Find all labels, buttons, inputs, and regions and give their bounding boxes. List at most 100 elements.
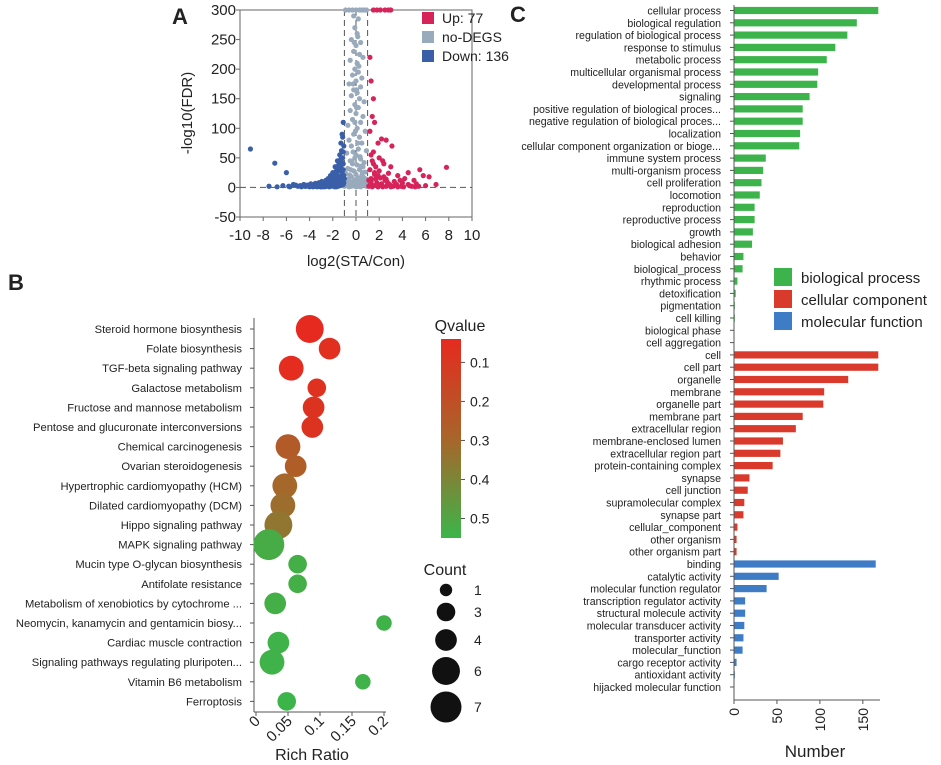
volcano-point-no-degs [361,99,367,105]
volcano-point-up [380,184,386,190]
pathway-labels: Steroid hormone biosynthesis Folate biosy… [16,324,254,708]
go-term-label: molecular_function [632,645,721,657]
go-term-bar [734,388,825,396]
go-term-label: signaling [679,92,721,104]
go-term-label: biological regulation [627,18,721,30]
pathway-label: Dilated cardiomyopathy (DCM) [89,500,242,512]
pathway-bubble [275,434,301,459]
pathway-label: Fructose and mannose metabolism [67,402,242,414]
go-term-label: cell killing [676,313,721,325]
volcano-point-no-degs [353,87,360,93]
volcano-point-down [341,143,347,149]
volcano-point-no-degs [358,184,364,190]
volcano-point-up [368,78,374,84]
count-legend-dot [439,583,453,597]
go-term-bar [734,474,750,482]
volcano-point-up [368,152,374,158]
pathway-bubble [302,396,325,419]
go-term-label: organelle part [656,399,721,411]
volcano-y-axis-title: -log10(FDR) [179,72,196,155]
go-term-label: other organism [650,534,721,546]
go-term-bar [734,19,857,27]
volcano-point-no-degs [353,110,359,117]
go-term-label: multicellular organismal process [570,67,721,79]
go-term-bar [734,511,744,519]
volcano-point-up [367,54,373,60]
qvalue-legend-title: Qvalue [435,318,486,335]
volcano-point-no-degs [361,159,367,166]
pathway-bubble [278,355,304,381]
go-term-label: synapse part [660,510,721,522]
pathway-label: Antifolate resistance [141,579,242,591]
volcano-x-tick-label: 2 [375,227,383,244]
go-term-bar [734,375,849,384]
go-term-label: biological_process [634,264,721,276]
go-term-label: cell [705,350,721,362]
go-term-bar [734,265,743,273]
go-term-bar [734,351,879,359]
volcano-point-down [338,148,345,154]
qvalue-tick-label: 0.5 [470,510,490,526]
volcano-x-tick-label: 8 [445,227,453,244]
volcano-point-up [367,128,373,134]
go-term-label: pigmentation [660,301,721,313]
qvalue-colorbar [441,339,461,538]
volcano-point-no-degs [352,155,358,161]
volcano-x-tick-label: -10 [229,227,251,244]
count-legend-dot [436,602,456,622]
volcano-point-down [266,183,272,189]
go-term-bar [734,449,781,457]
go-legend-swatch [774,268,792,286]
volcano-point-down [293,182,299,188]
volcano-point-down [302,183,308,189]
pathway-label: MAPK signaling pathway [118,540,242,552]
go-term-label: catalytic activity [647,571,721,583]
count-legend-label: 1 [474,582,482,598]
volcano-legend-swatch [422,12,434,24]
go-term-label: cell junction [666,485,721,497]
volcano-point-no-degs [345,122,351,128]
go-term-bar [734,179,762,187]
go-term-bar [734,523,738,531]
volcano-point-up [376,168,382,174]
volcano-point-no-degs [349,72,356,78]
go-term-label: molecular function regulator [590,584,721,596]
volcano-point-up [426,174,432,180]
volcano-x-tick-label: 0 [352,227,360,244]
go-term-bar [734,634,744,642]
volcano-point-up [385,170,392,176]
go-term-bar [734,572,779,580]
volcano-point-up [413,181,419,187]
bubble-x-tick-label: 0.2 [365,713,392,740]
volcano-x-axis-title: log2(STA/Con) [307,253,405,270]
volcano-x-tick-label: -8 [257,227,270,244]
volcano-x-tick-label: 6 [421,227,429,244]
volcano-point-no-degs [355,34,361,40]
volcano-point-up [368,175,374,182]
volcano-point-down [309,181,315,188]
go-term-label: behavior [680,252,721,264]
go-term-label: negative regulation of biological proces… [529,116,721,128]
go-term-bar [734,56,827,64]
pathway-bubble [253,529,285,561]
volcano-point-no-degs [357,154,363,160]
volcano-point-no-degs [348,93,354,99]
volcano-point-up [443,164,450,170]
volcano-point-no-degs [360,174,367,180]
go-term-label: developmental process [612,79,721,91]
volcano-point-no-degs [348,143,354,149]
volcano-point-no-degs [346,81,352,87]
volcano-point-no-degs [359,75,365,81]
volcano-legend-label: Down: 136 [442,48,509,64]
volcano-point-down [334,167,340,173]
volcano-point-down [340,119,346,125]
volcano-x-tick-label: -2 [326,227,339,244]
volcano-point-up [375,173,381,179]
volcano-point-no-degs [360,113,366,120]
go-term-bar [734,437,783,445]
pathway-bubble [284,455,307,478]
volcano-point-no-degs [352,128,359,134]
volcano-point-no-degs [358,163,364,169]
volcano-point-up [374,7,380,13]
